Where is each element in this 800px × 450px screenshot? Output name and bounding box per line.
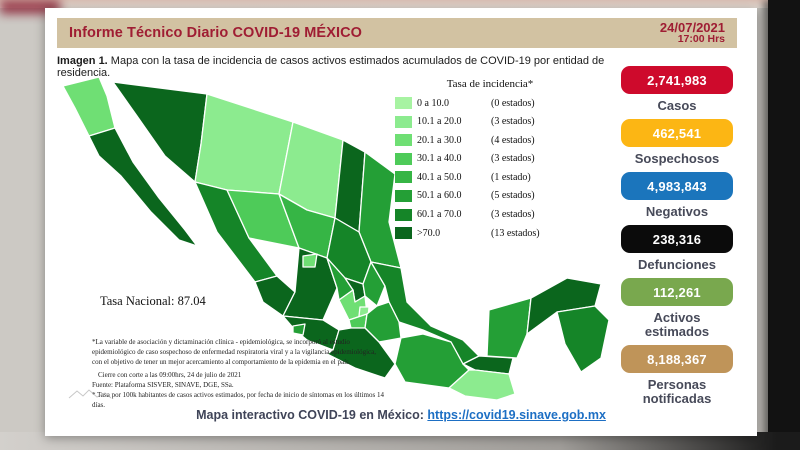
legend-row: 0 a 10.0 (0 estados) bbox=[395, 97, 610, 109]
legend-swatch bbox=[395, 97, 412, 109]
stat-defunciones: 238,316 Defunciones bbox=[621, 225, 733, 272]
legend-states-count: (4 estados) bbox=[491, 134, 535, 146]
state-baja-california-sur bbox=[88, 127, 198, 247]
report-time: 17:00 Hrs bbox=[677, 33, 725, 46]
stat-personas-notificadas: 8,188,367 Personas notificadas bbox=[621, 345, 733, 406]
negativos-label: Negativos bbox=[645, 204, 709, 219]
legend-swatch bbox=[395, 227, 412, 240]
stats-column: 2,741,983 Casos 462,541 Sospechosos 4,98… bbox=[617, 66, 737, 412]
legend-row: >70.0 (13 estados) bbox=[395, 227, 610, 240]
sospechosos-label: Sospechosos bbox=[634, 151, 720, 166]
national-rate-label: Tasa Nacional: 87.04 bbox=[100, 294, 206, 308]
legend-states-count: (1 estado) bbox=[491, 171, 531, 183]
legend-states-count: (0 estados) bbox=[491, 97, 535, 109]
notificadas-value-badge: 8,188,367 bbox=[621, 345, 733, 373]
legend-range: 60.1 a 70.0 bbox=[417, 209, 462, 221]
rate-note: * Tasa por 100k habitantes de casos acti… bbox=[92, 391, 384, 410]
legend-range: >70.0 bbox=[417, 227, 441, 239]
defunciones-label: Defunciones bbox=[637, 257, 716, 272]
notificadas-label: Personas notificadas bbox=[642, 377, 712, 406]
state-aguascalientes bbox=[302, 253, 318, 268]
legend-row: 50.1 a 60.0 (5 estados) bbox=[395, 189, 610, 202]
legend-range: 10.1 a 20.0 bbox=[417, 116, 462, 128]
legend-states-count: (3 estados) bbox=[491, 209, 535, 221]
activos-value-badge: 112,261 bbox=[621, 278, 733, 306]
legend-range: 30.1 a 40.0 bbox=[417, 153, 462, 165]
report-slide: Informe Técnico Diario COVID-19 MÉXICO 2… bbox=[45, 8, 757, 436]
map-footnote: *La variable de asociación y dictaminaci… bbox=[92, 338, 376, 366]
map-legend: Tasa de incidencia* 0 a 10.0 (0 estados)… bbox=[395, 78, 610, 246]
state-baja-california bbox=[62, 76, 116, 137]
legend-swatch bbox=[395, 189, 412, 202]
image-caption-text: Mapa con la tasa de incidencia de casos … bbox=[57, 55, 605, 79]
footer-text: Mapa interactivo COVID-19 en México: bbox=[196, 408, 428, 422]
casos-value-badge: 2,741,983 bbox=[621, 66, 733, 94]
state-campeche bbox=[486, 297, 532, 359]
mexico-choropleth-map bbox=[62, 76, 610, 401]
legend-swatch bbox=[395, 134, 412, 147]
stat-casos: 2,741,983 Casos bbox=[621, 66, 733, 113]
sospechosos-value: 462,541 bbox=[652, 125, 702, 141]
casos-value: 2,741,983 bbox=[647, 72, 707, 88]
legend-swatch bbox=[395, 115, 412, 128]
stat-activos-estimados: 112,261 Activos estimados bbox=[621, 278, 733, 339]
closing-note: Cierre con corte a las 09:00hrs, 24 de j… bbox=[98, 371, 242, 379]
negativos-value: 4,983,843 bbox=[647, 178, 707, 194]
legend-states-count: (5 estados) bbox=[491, 190, 535, 202]
legend-title: Tasa de incidencia* bbox=[446, 78, 534, 90]
image-caption-label: Imagen 1. bbox=[57, 55, 108, 67]
legend-swatch bbox=[395, 208, 412, 221]
state-guerrero bbox=[326, 327, 396, 379]
negativos-value-badge: 4,983,843 bbox=[621, 172, 733, 200]
legend-range: 50.1 a 60.0 bbox=[417, 190, 462, 202]
mountain-sketch-icon bbox=[68, 389, 112, 399]
sospechosos-value-badge: 462,541 bbox=[621, 119, 733, 147]
state-hidalgo bbox=[362, 261, 386, 307]
frame-top-blur bbox=[0, 0, 800, 8]
state-puebla bbox=[364, 301, 402, 343]
stat-sospechosos: 462,541 Sospechosos bbox=[621, 119, 733, 166]
report-date: 24/07/2021 bbox=[659, 19, 725, 35]
state-chihuahua bbox=[194, 93, 294, 195]
legend-states-count: (3 estados) bbox=[491, 153, 535, 165]
frame-bottom-gradient bbox=[0, 432, 800, 450]
legend-range: 40.1 a 50.0 bbox=[417, 171, 462, 183]
legend-row: 10.1 a 20.0 (3 estados) bbox=[395, 115, 610, 128]
header-bar: Informe Técnico Diario COVID-19 MÉXICO 2… bbox=[57, 18, 737, 48]
activos-label: Activos estimados bbox=[644, 310, 710, 339]
report-datetime: 24/07/2021 17:00 Hrs bbox=[660, 21, 725, 46]
casos-label: Casos bbox=[657, 98, 697, 113]
legend-row: 20.1 a 30.0 (4 estados) bbox=[395, 134, 610, 147]
image-caption: Imagen 1. Mapa con la tasa de incidencia… bbox=[57, 55, 657, 79]
page-title: Informe Técnico Diario COVID-19 MÉXICO bbox=[69, 25, 363, 41]
frame-right-black-bar bbox=[768, 0, 800, 450]
state-colima bbox=[292, 323, 306, 336]
map-source-block: Cierre con corte a las 09:00hrs, 24 de j… bbox=[92, 370, 392, 411]
legend-row: 30.1 a 40.0 (3 estados) bbox=[395, 152, 610, 165]
defunciones-value-badge: 238,316 bbox=[621, 225, 733, 253]
notificadas-value: 8,188,367 bbox=[647, 351, 707, 367]
legend-range: 0 a 10.0 bbox=[417, 97, 449, 109]
footer-bar: Mapa interactivo COVID-19 en México: htt… bbox=[45, 408, 757, 422]
defunciones-value: 238,316 bbox=[652, 231, 702, 247]
state-chiapas bbox=[448, 369, 516, 401]
map-area: Tasa de incidencia* 0 a 10.0 (0 estados)… bbox=[55, 70, 612, 409]
legend-swatch bbox=[395, 152, 412, 165]
legend-states-count: (13 estados) bbox=[491, 227, 540, 239]
legend-row: 60.1 a 70.0 (3 estados) bbox=[395, 208, 610, 221]
sinave-map-link[interactable]: https://covid19.sinave.gob.mx bbox=[427, 408, 606, 422]
legend-range: 20.1 a 30.0 bbox=[417, 134, 462, 146]
activos-value: 112,261 bbox=[653, 284, 701, 300]
legend-row: 40.1 a 50.0 (1 estado) bbox=[395, 171, 610, 184]
stat-negativos: 4,983,843 Negativos bbox=[621, 172, 733, 219]
state-quintana-roo bbox=[556, 305, 610, 373]
legend-swatch bbox=[395, 171, 412, 184]
source-note: Fuente: Plataforma SISVER, SINAVE, DGE, … bbox=[92, 381, 234, 390]
legend-states-count: (3 estados) bbox=[491, 116, 535, 128]
